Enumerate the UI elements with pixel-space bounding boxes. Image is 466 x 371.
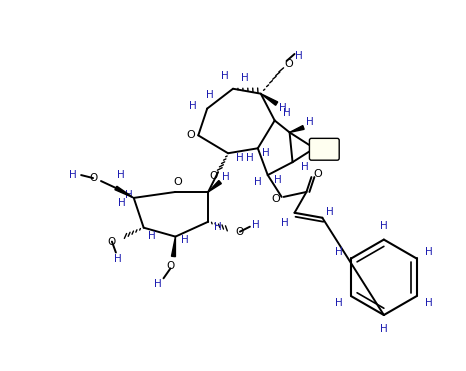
Text: H: H: [222, 172, 230, 182]
Text: O: O: [313, 169, 322, 179]
Text: H: H: [425, 246, 432, 256]
Text: O: O: [271, 194, 280, 204]
Text: H: H: [246, 153, 254, 163]
Text: O: O: [209, 171, 217, 181]
Text: H: H: [281, 218, 288, 228]
Text: H: H: [125, 190, 133, 200]
Text: H: H: [262, 148, 270, 158]
Text: O: O: [320, 144, 329, 154]
Text: H: H: [380, 221, 388, 231]
Text: H: H: [206, 90, 214, 100]
Text: O: O: [108, 237, 116, 247]
Text: H: H: [221, 71, 229, 81]
Text: H: H: [148, 231, 156, 241]
Text: H: H: [336, 246, 343, 256]
Text: H: H: [154, 279, 161, 289]
Polygon shape: [171, 237, 175, 257]
Text: H: H: [380, 324, 388, 334]
Text: O: O: [173, 177, 182, 187]
Text: H: H: [274, 175, 281, 185]
Text: H: H: [114, 255, 122, 265]
Text: H: H: [254, 177, 262, 187]
Text: H: H: [189, 101, 197, 111]
Text: H: H: [306, 118, 313, 128]
Text: H: H: [295, 51, 302, 61]
Text: H: H: [301, 162, 308, 172]
Text: O: O: [236, 227, 244, 237]
Text: H: H: [117, 170, 125, 180]
Text: H: H: [118, 198, 126, 208]
Text: O: O: [186, 130, 195, 140]
Text: O: O: [166, 262, 175, 272]
Text: H: H: [236, 153, 244, 163]
Text: H: H: [425, 298, 432, 308]
Polygon shape: [261, 94, 278, 105]
Text: H: H: [181, 234, 189, 244]
Text: H: H: [69, 170, 77, 180]
Polygon shape: [289, 125, 304, 132]
Text: H: H: [279, 103, 287, 112]
Text: H: H: [241, 73, 249, 83]
Text: H: H: [283, 108, 290, 118]
Polygon shape: [115, 186, 134, 198]
Text: H: H: [214, 222, 222, 232]
Text: H: H: [336, 298, 343, 308]
Text: O: O: [89, 173, 97, 183]
Text: H: H: [326, 207, 334, 217]
Text: O: O: [284, 59, 293, 69]
FancyBboxPatch shape: [309, 138, 339, 160]
Polygon shape: [208, 181, 221, 192]
Text: H: H: [252, 220, 260, 230]
